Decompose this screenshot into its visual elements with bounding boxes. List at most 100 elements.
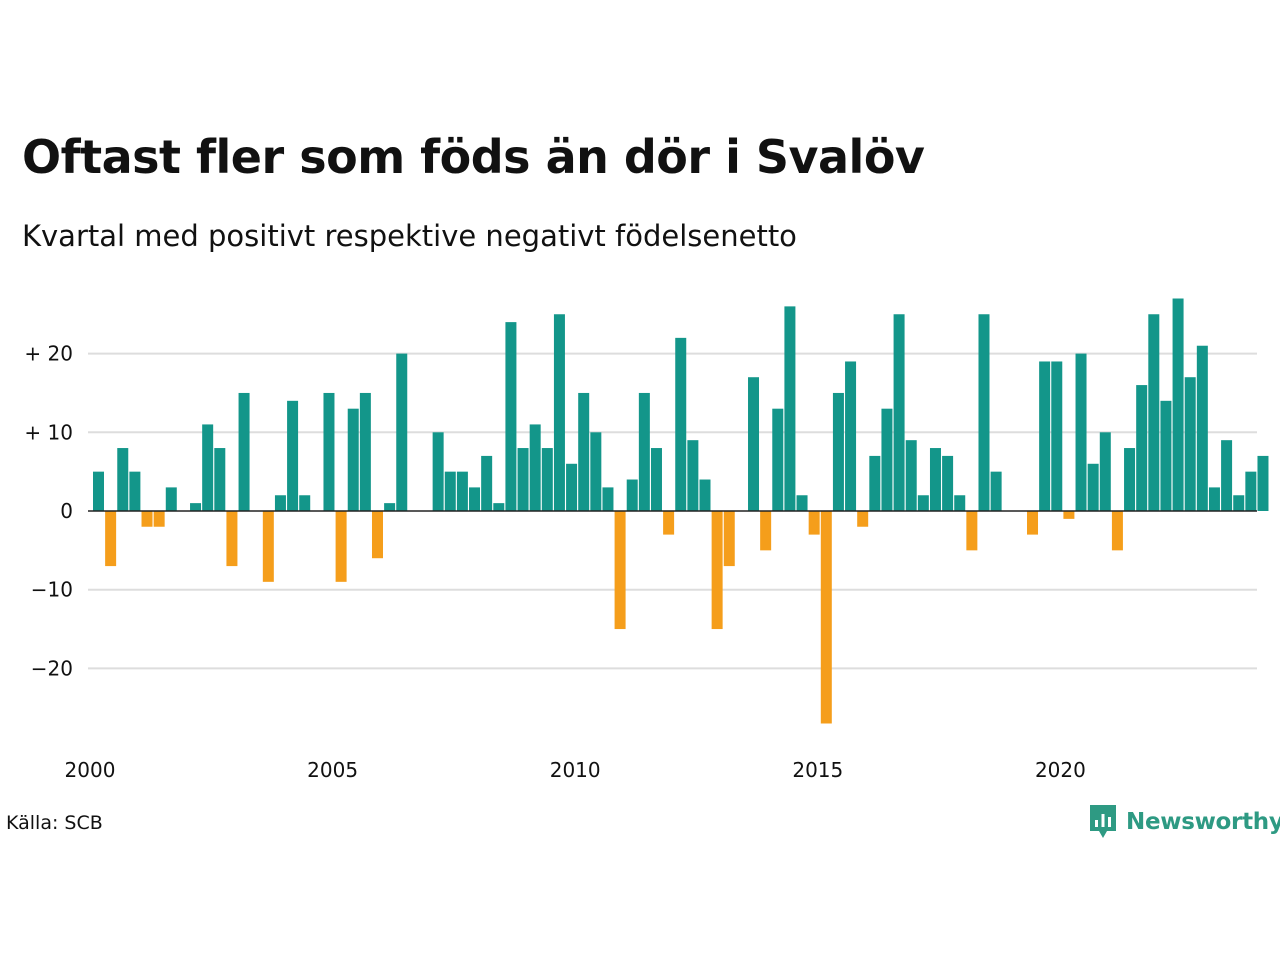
- x-tick-label: 2020: [1035, 758, 1086, 782]
- bar: [797, 495, 808, 511]
- bar: [348, 409, 359, 511]
- bar: [263, 511, 274, 582]
- bar: [117, 448, 128, 511]
- bar: [445, 472, 456, 511]
- bar: [1039, 361, 1050, 511]
- bar: [590, 432, 601, 511]
- bar: [105, 511, 116, 566]
- bar: [687, 440, 698, 511]
- bar: [360, 393, 371, 511]
- bar: [1112, 511, 1123, 550]
- bar: [493, 503, 504, 511]
- y-tick-label: −10: [31, 578, 73, 602]
- bar: [1100, 432, 1111, 511]
- bar: [627, 480, 638, 511]
- x-tick-label: 2000: [65, 758, 116, 782]
- x-tick-label: 2010: [550, 758, 601, 782]
- bar: [154, 511, 165, 527]
- x-tick-label: 2015: [792, 758, 843, 782]
- bar: [481, 456, 492, 511]
- bar: [566, 464, 577, 511]
- brand-logo: Newsworthy: [1088, 803, 1280, 841]
- bar: [1209, 487, 1220, 511]
- x-axis-labels: 2000 2005 2010 2015 2020: [65, 758, 1086, 782]
- bar: [857, 511, 868, 527]
- bar: [299, 495, 310, 511]
- bar: [772, 409, 783, 511]
- bar: [1063, 511, 1074, 519]
- bar: [991, 472, 1002, 511]
- newsworthy-logo-icon: [1088, 803, 1118, 841]
- bar: [1136, 385, 1147, 511]
- bar: [1076, 354, 1087, 511]
- bar: [651, 448, 662, 511]
- bar: [287, 401, 298, 511]
- bar: [602, 487, 613, 511]
- bar: [833, 393, 844, 511]
- bar: [396, 354, 407, 511]
- bar: [214, 448, 225, 511]
- bar: [372, 511, 383, 558]
- bar: [518, 448, 529, 511]
- bar: [336, 511, 347, 582]
- bar: [1233, 495, 1244, 511]
- bar: [323, 393, 334, 511]
- y-tick-label: 0: [60, 499, 73, 523]
- bar: [469, 487, 480, 511]
- bar-chart: + 20 + 10 0 −10 −20 2000 2005 2010 2015 2020: [0, 0, 1280, 800]
- bar: [142, 511, 153, 527]
- bar: [978, 314, 989, 511]
- bar: [578, 393, 589, 511]
- y-tick-label: + 20: [24, 342, 73, 366]
- x-tick-label: 2005: [307, 758, 358, 782]
- bar: [1160, 401, 1171, 511]
- y-tick-label: + 10: [24, 420, 73, 444]
- bar: [748, 377, 759, 511]
- bar: [554, 314, 565, 511]
- source-note: Källa: SCB: [6, 812, 103, 834]
- bar: [954, 495, 965, 511]
- bar: [1124, 448, 1135, 511]
- bar: [906, 440, 917, 511]
- bar: [675, 338, 686, 511]
- bar: [275, 495, 286, 511]
- bar: [918, 495, 929, 511]
- bar: [712, 511, 723, 629]
- bar: [930, 448, 941, 511]
- bar: [809, 511, 820, 535]
- brand-name: Newsworthy: [1126, 809, 1280, 835]
- bar: [1173, 299, 1184, 511]
- bar: [845, 361, 856, 511]
- bar: [760, 511, 771, 550]
- bar: [239, 393, 250, 511]
- bar: [505, 322, 516, 511]
- bar: [942, 456, 953, 511]
- bar: [226, 511, 237, 566]
- bar: [93, 472, 104, 511]
- bar: [542, 448, 553, 511]
- bar: [1051, 361, 1062, 511]
- bar: [700, 480, 711, 511]
- bar: [530, 424, 541, 511]
- bar: [202, 424, 213, 511]
- bar: [384, 503, 395, 511]
- bar: [894, 314, 905, 511]
- bar: [663, 511, 674, 535]
- bar: [1245, 472, 1256, 511]
- bar: [784, 306, 795, 511]
- bar: [639, 393, 650, 511]
- bar: [1221, 440, 1232, 511]
- bar: [615, 511, 626, 629]
- bar: [1148, 314, 1159, 511]
- bar: [821, 511, 832, 723]
- bar: [190, 503, 201, 511]
- bar: [881, 409, 892, 511]
- bar: [1027, 511, 1038, 535]
- bar: [457, 472, 468, 511]
- bar: [869, 456, 880, 511]
- bar: [1185, 377, 1196, 511]
- bar: [433, 432, 444, 511]
- bar: [966, 511, 977, 550]
- bar: [1197, 346, 1208, 511]
- bar: [724, 511, 735, 566]
